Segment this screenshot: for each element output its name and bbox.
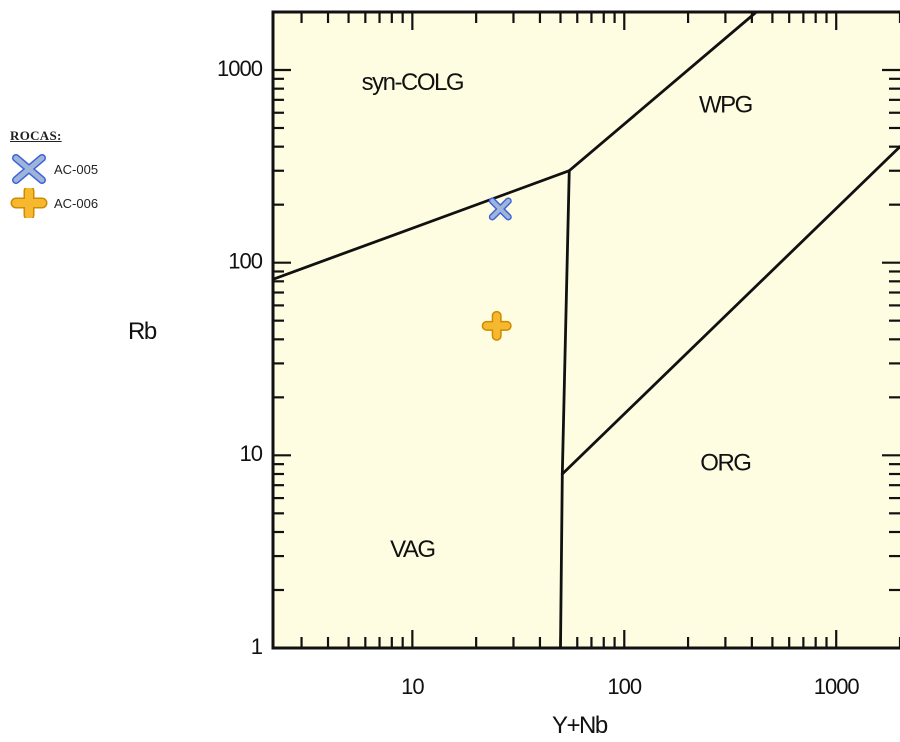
data-points	[481, 197, 512, 341]
y-axis-label: Rb	[128, 318, 157, 345]
region-label: WPG	[699, 91, 752, 118]
y-tick-labels: 1 10 100 1000	[217, 56, 264, 659]
x-tick-label: 100	[607, 674, 641, 699]
x-tick-labels: 10 100 1000	[401, 674, 860, 699]
region-labels: syn-COLG WPG VAG ORG	[362, 69, 754, 563]
x-tick-label: 10	[401, 674, 424, 699]
x-marker-icon	[12, 154, 46, 184]
x-marker-fill	[490, 198, 511, 219]
y-tick-label: 1000	[217, 56, 263, 81]
legend-item-ac006: AC-006	[10, 186, 98, 220]
x-axis-label: Y+Nb	[552, 712, 608, 739]
x-tick-label: 1000	[814, 674, 860, 699]
plus-marker-fill	[483, 312, 511, 340]
field-boundary-line	[560, 145, 900, 476]
y-tick-label: 1	[251, 634, 263, 659]
region-label: syn-COLG	[362, 69, 463, 96]
plot-area	[273, 12, 900, 648]
plot-border	[271, 10, 900, 650]
region-label: VAG	[390, 536, 434, 563]
legend: ROCAS: AC-005 AC-006	[10, 128, 98, 220]
region-label: ORG	[700, 449, 750, 476]
field-boundary-line	[271, 169, 571, 281]
legend-label: AC-005	[54, 161, 99, 177]
y-tick-label: 100	[228, 248, 262, 273]
plus-marker-icon	[10, 188, 48, 218]
legend-item-ac005: AC-005	[10, 152, 98, 186]
field-boundaries	[271, 10, 900, 650]
field-boundary-line	[560, 169, 571, 476]
data-point-ac-005	[488, 197, 512, 221]
legend-title: ROCAS:	[10, 128, 62, 143]
field-boundary-line	[567, 10, 758, 173]
y-tick-label: 10	[240, 441, 263, 466]
legend-label: AC-006	[54, 195, 99, 211]
plot-background	[273, 12, 900, 648]
field-boundary-line	[559, 472, 564, 650]
data-point-ac-006	[481, 310, 512, 341]
plot-frame	[271, 10, 900, 650]
